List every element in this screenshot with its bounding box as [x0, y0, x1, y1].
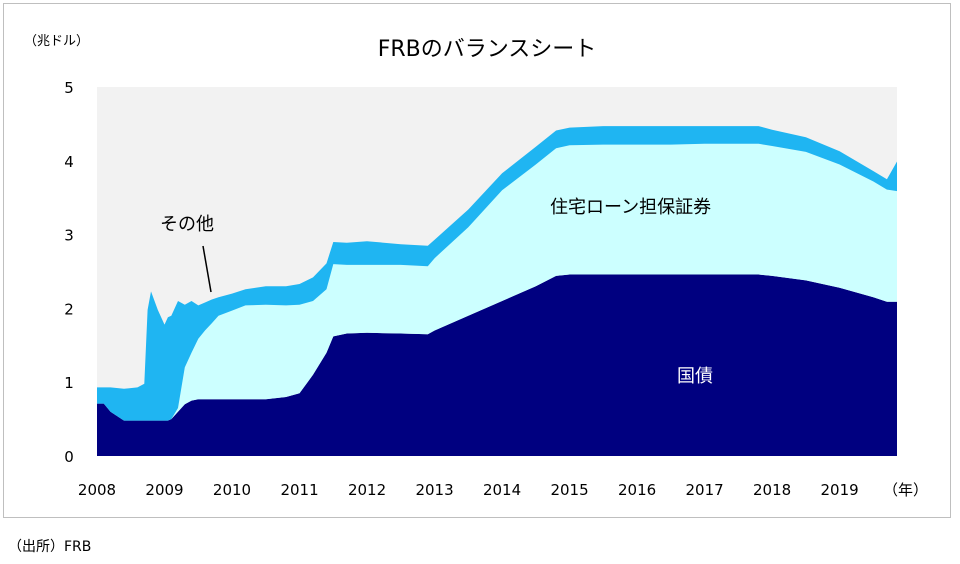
y-tick-label: 2 [64, 300, 74, 318]
annotation-treasury: 国債 [677, 366, 713, 387]
x-tick-label: 2017 [686, 481, 724, 499]
annotation-other: その他 [160, 214, 214, 235]
y-unit-label: （兆ドル） [24, 34, 89, 49]
y-axis: 0 1 2 3 4 5 [64, 79, 74, 466]
y-tick-label: 5 [64, 79, 74, 97]
x-axis: 2008 2009 2010 2011 2012 2013 2014 2015 2016 2017… [78, 481, 859, 499]
x-tick-label: 2013 [415, 481, 453, 499]
series-area-0 [97, 274, 897, 456]
x-tick-label: 2009 [145, 481, 183, 499]
y-tick-label: 4 [64, 153, 74, 171]
x-tick-label: 2011 [280, 481, 318, 499]
source-note: （出所）FRB [8, 539, 92, 555]
x-tick-label: 2012 [348, 481, 386, 499]
x-tick-label: 2014 [483, 481, 521, 499]
chart-title: FRBのバランスシート [378, 37, 597, 62]
series-area-1 [97, 143, 897, 421]
y-tick-label: 3 [64, 227, 74, 245]
annotation-mbs: 住宅ローン担保証券 [550, 197, 711, 218]
x-tick-label: 2018 [753, 481, 791, 499]
area-layers [97, 126, 897, 456]
x-tick-label: 2008 [78, 481, 116, 499]
y-tick-label: 1 [64, 374, 74, 392]
x-tick-label: 2019 [821, 481, 859, 499]
annotation-other-leader [202, 245, 212, 293]
y-tick-label: 0 [64, 448, 74, 466]
series-area-2 [97, 126, 897, 421]
x-tick-label: 2015 [550, 481, 588, 499]
x-unit-label: （年） [883, 481, 928, 499]
x-tick-label: 2016 [618, 481, 656, 499]
x-tick-label: 2010 [213, 481, 251, 499]
